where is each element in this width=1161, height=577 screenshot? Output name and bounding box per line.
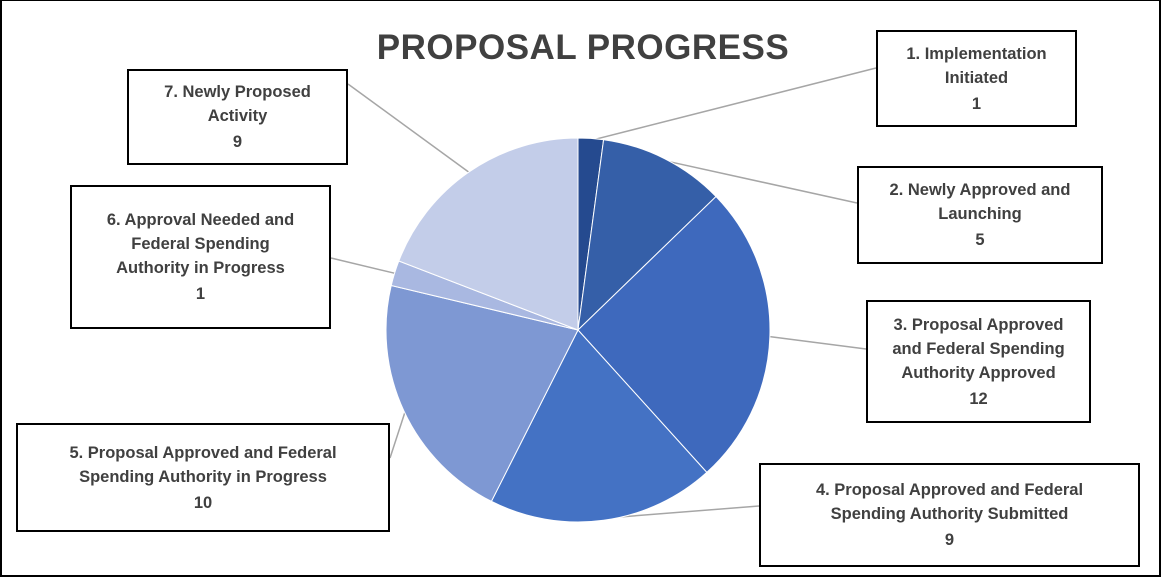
leader-line-4 bbox=[603, 505, 760, 520]
data-label-text: Initiated bbox=[944, 68, 1009, 87]
chart-title: PROPOSAL PROGRESS bbox=[376, 28, 790, 67]
leader-line-6 bbox=[330, 257, 397, 275]
pie-slice-5 bbox=[385, 284, 579, 503]
leader-line-2 bbox=[663, 159, 858, 204]
data-label-value: 9 bbox=[944, 531, 955, 549]
data-label-text: 2. Newly Approved and bbox=[889, 181, 1071, 199]
pie-slice-2 bbox=[577, 139, 717, 332]
data-label-7: 7. Newly Proposed Activity 9 bbox=[127, 69, 348, 165]
data-label-text: Launching bbox=[938, 205, 1022, 223]
leader-line-5 bbox=[389, 409, 407, 459]
pie-slice-4 bbox=[490, 329, 708, 523]
data-label-text: Spending Authority Submitted bbox=[830, 505, 1069, 523]
leader-line-3 bbox=[767, 335, 867, 350]
data-label-text: 3. Proposal Approved bbox=[893, 315, 1064, 334]
data-label-value: 9 bbox=[232, 133, 243, 151]
leader-line-7 bbox=[347, 83, 471, 174]
data-label-1: 1. Implementation Initiated 1 bbox=[876, 30, 1077, 127]
data-label-text: and Federal Spending bbox=[892, 339, 1065, 358]
pie-slice-3 bbox=[577, 195, 771, 474]
leader-line-1 bbox=[590, 67, 877, 142]
data-label-4: 4. Proposal Approved and Federal Spending… bbox=[759, 463, 1140, 567]
data-label-text: 4. Proposal Approved and Federal bbox=[815, 481, 1084, 499]
data-label-text: 7. Newly Proposed bbox=[164, 83, 311, 101]
data-label-value: 10 bbox=[193, 493, 213, 512]
data-label-text: Federal Spending bbox=[131, 235, 270, 253]
data-label-text: 6. Approval Needed and bbox=[106, 211, 295, 229]
data-label-5: 5. Proposal Approved and Federal Spending… bbox=[16, 423, 390, 532]
data-label-text: Activity bbox=[207, 107, 268, 125]
data-label-text: 1. Implementation bbox=[906, 44, 1047, 63]
data-label-value: 1 bbox=[971, 94, 982, 113]
data-label-value: 1 bbox=[195, 285, 206, 303]
pie-slice-7 bbox=[398, 137, 579, 331]
data-label-text: Authority Approved bbox=[901, 363, 1056, 382]
data-label-value: 5 bbox=[975, 231, 985, 249]
data-label-6: 6. Approval Needed and Federal Spending Au… bbox=[70, 185, 331, 329]
data-label-2: 2. Newly Approved and Launching 5 bbox=[857, 166, 1103, 264]
data-label-3: 3. Proposal Approved and Federal Spending… bbox=[866, 300, 1091, 423]
data-label-value: 12 bbox=[969, 389, 988, 408]
data-label-text: 5. Proposal Approved and Federal bbox=[69, 443, 337, 462]
data-label-text: Authority in Progress bbox=[116, 259, 285, 277]
data-label-text: Spending Authority in Progress bbox=[79, 467, 327, 486]
